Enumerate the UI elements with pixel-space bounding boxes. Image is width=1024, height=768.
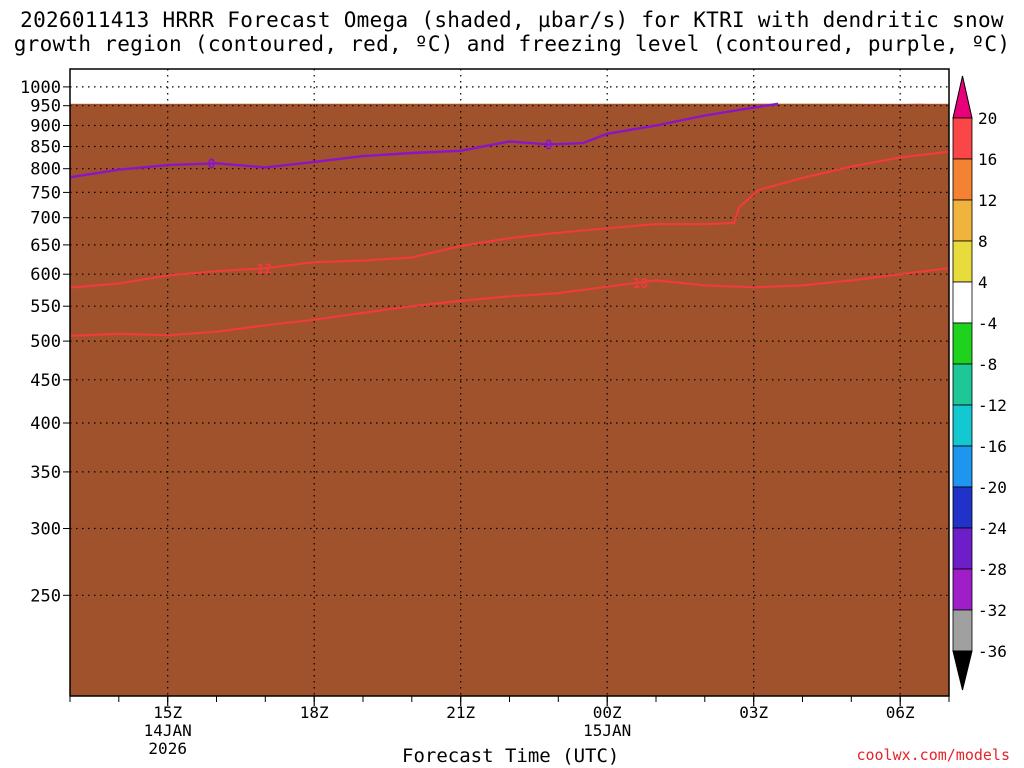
colorbar-bin-2 <box>952 158 973 201</box>
colorbar-label-13: -36 <box>978 642 1007 661</box>
colorbar-label-10: -24 <box>978 519 1007 538</box>
y-tick-label-850: 850 <box>30 138 61 158</box>
colorbar-label-1: 16 <box>978 150 997 169</box>
omega-descent-4-8-top <box>209 696 310 726</box>
colorbar-bin-3 <box>952 199 973 242</box>
y-tick-label-800: 800 <box>30 160 61 180</box>
contour-label-minus12: -12 <box>249 263 272 278</box>
colorbar-label-7: -12 <box>978 396 1007 415</box>
y-tick-label-600: 600 <box>30 265 61 285</box>
y-tick-label-900: 900 <box>30 117 61 137</box>
x-tick-label-00Z: 00Z <box>593 703 622 722</box>
y-tick-label-950: 950 <box>30 97 61 117</box>
contour-dgz-minus12c <box>70 150 949 289</box>
y-tick-label-750: 750 <box>30 183 61 203</box>
colorbar-label-9: -20 <box>978 478 1007 497</box>
colorbar-bottom-arrow <box>952 650 973 691</box>
x-axis-title: Forecast Time (UTC) <box>402 745 620 767</box>
x-tick-label-03Z: 03Z <box>739 703 768 722</box>
y-tick-label-550: 550 <box>30 297 61 317</box>
contour-label-freezing-2: 0 <box>545 138 553 153</box>
y-tick-label-700: 700 <box>30 209 61 229</box>
y-tick-label-300: 300 <box>30 520 61 540</box>
colorbar-label-2: 12 <box>978 191 997 210</box>
colorbar-bin-8 <box>952 404 973 447</box>
x-tick-date-00Z: 15JAN <box>583 721 631 740</box>
colorbar-bin-7 <box>952 363 973 406</box>
x-tick-label-18Z: 18Z <box>300 703 329 722</box>
contour-label-freezing-1: 0 <box>208 158 216 173</box>
y-tick-label-450: 450 <box>30 371 61 391</box>
y-tick-label-650: 650 <box>30 236 61 256</box>
colorbar-bin-12 <box>952 568 973 611</box>
x-tick-label-21Z: 21Z <box>446 703 475 722</box>
y-tick-label-250: 250 <box>30 586 61 606</box>
colorbar-bin-5 <box>952 281 973 324</box>
chart-title-line-1: 2026011413 HRRR Forecast Omega (shaded, … <box>20 8 1004 32</box>
colorbar-bin-10 <box>952 486 973 529</box>
colorbar-label-8: -16 <box>978 437 1007 456</box>
colorbar-bin-6 <box>952 322 973 365</box>
contour-label-minus18: -18 <box>625 277 649 292</box>
colorbar-label-3: 8 <box>978 232 988 251</box>
colorbar-bin-9 <box>952 445 973 488</box>
x-tick-label-15Z: 15Z <box>153 703 182 722</box>
contour-freezing-level <box>70 102 779 179</box>
colorbar-bin-13 <box>952 609 973 652</box>
colorbar-label-0: 20 <box>978 109 997 128</box>
colorbar-label-12: -32 <box>978 601 1007 620</box>
site-credit: coolwx.com/models <box>856 746 1010 764</box>
ground-below-surface <box>70 103 949 696</box>
colorbar-bin-11 <box>952 527 973 570</box>
colorbar-top-arrow <box>952 75 973 119</box>
x-tick-year-15Z: 2026 <box>148 739 187 758</box>
colorbar-label-11: -28 <box>978 560 1007 579</box>
y-tick-label-1000: 1000 <box>20 78 61 98</box>
x-tick-label-06Z: 06Z <box>886 703 915 722</box>
colorbar-bin-4 <box>952 240 973 283</box>
y-tick-label-350: 350 <box>30 463 61 483</box>
colorbar-label-6: -8 <box>978 355 997 374</box>
chart-title-line-2: growth region (contoured, red, ºC) and f… <box>13 32 1011 56</box>
colorbar-bin-1 <box>952 117 973 160</box>
x-tick-date-15Z: 14JAN <box>144 721 192 740</box>
colorbar-label-5: -4 <box>978 314 997 333</box>
y-tick-label-500: 500 <box>30 332 61 352</box>
colorbar-label-4: 4 <box>978 273 988 292</box>
contour-dgz-minus18c <box>70 267 949 337</box>
y-tick-label-400: 400 <box>30 414 61 434</box>
